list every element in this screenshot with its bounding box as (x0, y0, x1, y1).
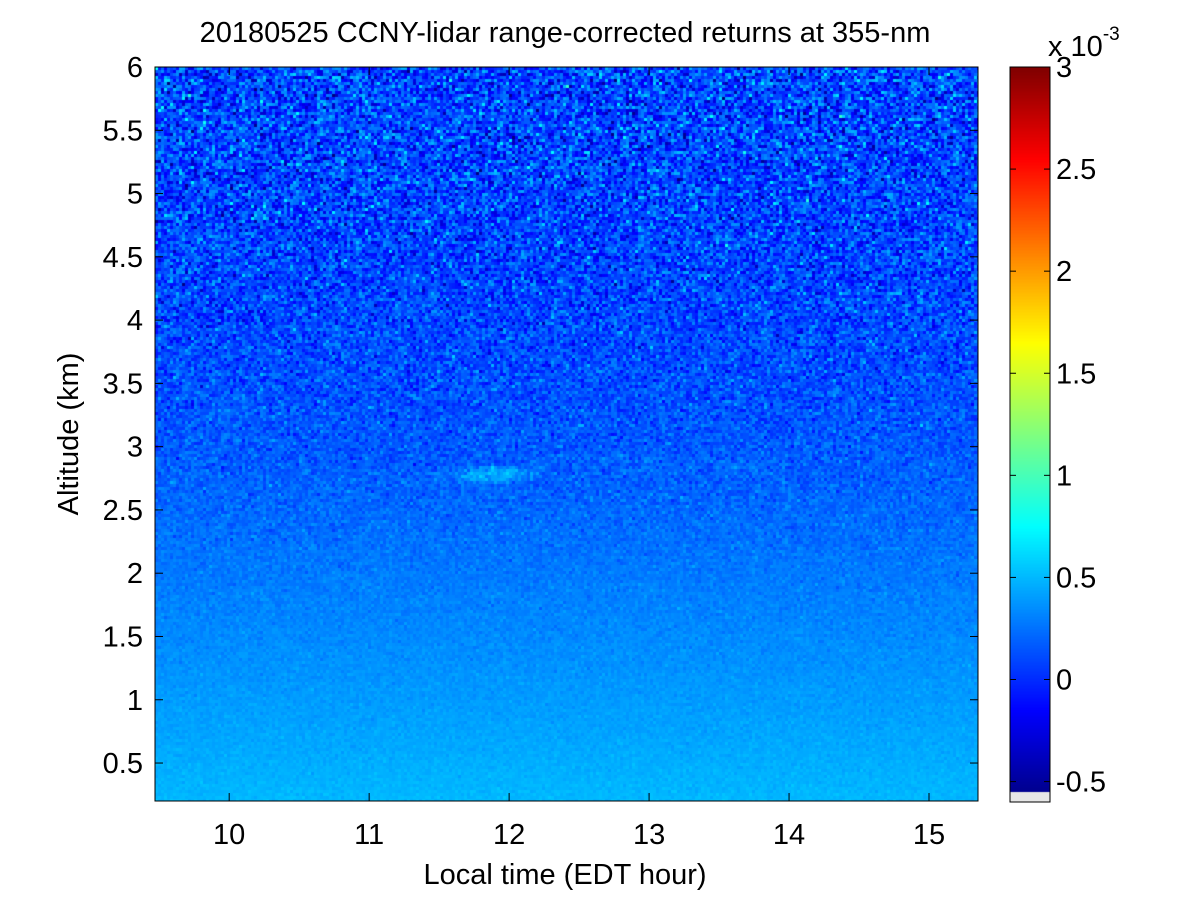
x-axis-label: Local time (EDT hour) (423, 859, 706, 891)
plot-frame (154, 66, 979, 802)
x-axis: 10 11 12 13 14 15 (213, 67, 945, 851)
colorbar-tick-label: 1.5 (1056, 358, 1096, 390)
x-tick-label: 15 (913, 819, 945, 851)
y-tick-label: 2.5 (103, 495, 143, 527)
colorbar-ticks: -0.5 0 0.5 1 1.5 2 2.5 3 (1010, 52, 1106, 799)
colorbar: -0.5 0 0.5 1 1.5 2 2.5 3 x 10-3 (1009, 24, 1120, 803)
y-axis-label: Altitude (km) (53, 353, 85, 516)
x-tick-label: 10 (213, 819, 245, 851)
x-tick-label: 14 (773, 819, 805, 851)
plot-area: 10 11 12 13 14 15 0.5 1 1.5 2 2.5 3 3.5 4 4.5 5 5.5 6 (103, 52, 979, 851)
x-tick-label: 13 (633, 819, 665, 851)
y-tick-label: 1.5 (103, 621, 143, 653)
colorbar-tick-label: 0 (1056, 665, 1072, 697)
y-tick-label: 0.5 (103, 748, 143, 780)
colorbar-tick-label: 1 (1056, 460, 1072, 492)
y-tick-label: 3.5 (103, 368, 143, 400)
y-tick-label: 5 (127, 179, 143, 211)
colorbar-tick-label: 3 (1056, 52, 1072, 84)
y-tick-label: 2 (127, 558, 143, 590)
colorbar-tick-label: 2 (1056, 256, 1072, 288)
y-tick-label: 3 (127, 432, 143, 464)
y-tick-label: 6 (127, 52, 143, 84)
y-tick-label: 5.5 (103, 115, 143, 147)
colorbar-tick-label: -0.5 (1056, 767, 1106, 799)
colorbar-tick-label: 2.5 (1056, 154, 1096, 186)
y-tick-label: 1 (127, 685, 143, 717)
colorbar-gradient (1010, 67, 1050, 802)
y-tick-label: 4.5 (103, 242, 143, 274)
colorbar-exponent: -3 (1103, 24, 1120, 45)
x-tick-label: 12 (493, 819, 525, 851)
colorbar-frame (1009, 66, 1051, 803)
colorbar-tick-label: 0.5 (1056, 562, 1096, 594)
x-tick-label: 11 (354, 819, 384, 851)
y-tick-label: 4 (127, 305, 143, 337)
chart-title: 20180525 CCNY-lidar range-corrected retu… (200, 17, 931, 49)
y-axis: 0.5 1 1.5 2 2.5 3 3.5 4 4.5 5 5.5 6 (103, 52, 978, 780)
heatmap-image (155, 67, 978, 801)
colorbar-multiplier: x 10-3 (1048, 24, 1120, 63)
